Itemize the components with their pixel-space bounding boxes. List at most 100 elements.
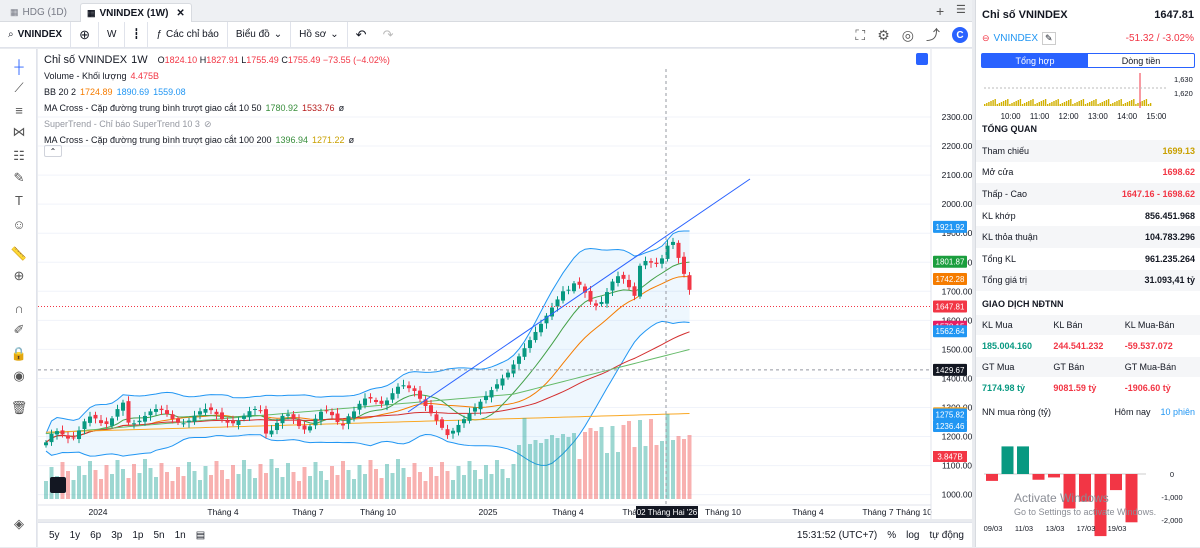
price-badge-label: 1801.87 bbox=[936, 258, 965, 267]
calendar-icon[interactable]: ▤ bbox=[191, 530, 210, 541]
menu-icon[interactable]: ☰ bbox=[956, 3, 966, 16]
volume-bar bbox=[171, 481, 175, 499]
candle-body bbox=[187, 421, 191, 423]
mini-vol-bar bbox=[1106, 100, 1107, 106]
text-icon[interactable]: T bbox=[9, 191, 29, 209]
volume-bar bbox=[572, 433, 576, 499]
mini-vol-bar bbox=[1076, 102, 1077, 106]
interval-button[interactable]: W bbox=[98, 22, 124, 48]
edit-icon[interactable]: ✎ bbox=[1042, 32, 1056, 45]
time-tick: Tháng 10 bbox=[896, 507, 932, 517]
volume-bar bbox=[638, 420, 642, 499]
range-3m[interactable]: 3p bbox=[106, 530, 127, 541]
foreign-head: KL Mua bbox=[982, 320, 1052, 330]
candle-type-button[interactable]: ┇ bbox=[124, 22, 147, 48]
magnet-icon[interactable]: ∩ bbox=[9, 299, 29, 317]
mini-vol-bar bbox=[1072, 104, 1073, 106]
redo-button[interactable]: ↷ bbox=[375, 22, 402, 48]
range-1y[interactable]: 1y bbox=[65, 530, 86, 541]
tab-cashflow[interactable]: Dòng tiền bbox=[1088, 54, 1194, 67]
camera-icon[interactable]: ◎ bbox=[902, 27, 914, 44]
price-badge-label: 1562.64 bbox=[936, 327, 965, 336]
chart-area[interactable]: 2300.002200.002100.002000.001900.001800.… bbox=[38, 49, 972, 519]
panel-symbol[interactable]: VNINDEX bbox=[994, 33, 1038, 44]
fib-icon[interactable]: ≡ bbox=[9, 101, 29, 119]
percent-toggle[interactable]: % bbox=[887, 530, 896, 541]
volume-bar bbox=[440, 462, 444, 499]
range-1d[interactable]: 1n bbox=[170, 530, 191, 541]
log-toggle[interactable]: log bbox=[906, 530, 919, 541]
share-icon[interactable]: ⤴ bbox=[926, 25, 940, 45]
candle-body bbox=[391, 393, 395, 399]
eye-icon[interactable]: ◉ bbox=[9, 367, 29, 385]
net-bar bbox=[1048, 474, 1060, 477]
emoji-icon[interactable]: ☺ bbox=[9, 215, 29, 233]
projection-icon[interactable]: ☷ bbox=[9, 147, 29, 165]
compare-button[interactable]: ⊕ bbox=[70, 22, 98, 48]
volume-bar bbox=[666, 414, 670, 499]
candle-body bbox=[176, 419, 180, 423]
crosshair-icon[interactable]: ┼ bbox=[9, 57, 29, 75]
volume-bar bbox=[127, 478, 131, 499]
zoom-icon[interactable]: ⊕ bbox=[9, 267, 29, 285]
overview-value: 1698.62 bbox=[1162, 167, 1195, 177]
brush-icon[interactable]: ✎ bbox=[9, 169, 29, 187]
mini-vol-bar bbox=[1058, 99, 1059, 106]
candle-body bbox=[512, 365, 516, 374]
plus-icon[interactable]: + bbox=[936, 3, 944, 19]
gear-icon[interactable]: ⚙ bbox=[877, 27, 890, 44]
collapse-legend-button[interactable]: ⌃ bbox=[44, 145, 62, 157]
profile-button[interactable]: Hồ sơ⌄ bbox=[290, 22, 347, 48]
volume-bar bbox=[671, 440, 675, 499]
foreign-head: KL Bán bbox=[1053, 320, 1123, 330]
mini-vol-bar bbox=[992, 100, 993, 106]
candle-body bbox=[154, 409, 158, 412]
volume-bar bbox=[226, 479, 230, 499]
pattern-icon[interactable]: ⋈ bbox=[9, 123, 29, 141]
eye-off-icon[interactable]: ⊘ bbox=[204, 116, 212, 132]
layers-icon[interactable]: ◈ bbox=[9, 515, 29, 533]
candle-body bbox=[655, 263, 659, 264]
clock-time[interactable]: 15:31:52 (UTC+7) bbox=[797, 530, 877, 541]
overview-value: 1647.16 - 1698.62 bbox=[1122, 189, 1195, 199]
mini-vol-bar bbox=[1074, 103, 1075, 106]
auto-toggle[interactable]: tự động bbox=[930, 530, 965, 541]
candle-body bbox=[149, 411, 153, 415]
tab-bar: ▦HDG (1D) ▦VNINDEX (1W)✕ + ☰ bbox=[0, 0, 972, 22]
fullscreen-icon[interactable]: ⛶ bbox=[855, 27, 865, 44]
lock-draw-icon[interactable]: ✐ bbox=[9, 321, 29, 339]
symbol-search[interactable]: ⌕VNINDEX bbox=[0, 22, 70, 48]
overview-value: 961.235.264 bbox=[1145, 254, 1195, 264]
mini-vol-bar bbox=[1028, 101, 1029, 106]
tab-summary[interactable]: Tổng hợp bbox=[982, 54, 1088, 67]
tab-hdg[interactable]: ▦HDG (1D) bbox=[4, 3, 73, 22]
ruler-icon[interactable]: 📏 bbox=[9, 245, 29, 263]
bb-fill bbox=[46, 231, 690, 465]
trendline-icon[interactable]: ⟋ bbox=[9, 79, 29, 97]
mini-vol-bar bbox=[1039, 102, 1040, 106]
candle-body bbox=[248, 411, 252, 417]
foreign-head: KL Mua-Bán bbox=[1125, 320, 1195, 330]
volume-bar bbox=[616, 452, 620, 499]
chart-type-button[interactable]: Biểu đồ⌄ bbox=[227, 22, 290, 48]
undo-button[interactable]: ↶ bbox=[347, 22, 375, 48]
net-today[interactable]: Hôm nay bbox=[1114, 407, 1150, 417]
range-5y[interactable]: 5y bbox=[44, 530, 65, 541]
lock-icon[interactable]: 🔒 bbox=[9, 345, 29, 363]
net-axis-label: -1,000 bbox=[1161, 493, 1182, 502]
bb-basis: 1724.89 bbox=[80, 84, 113, 100]
range-1m[interactable]: 1p bbox=[127, 530, 148, 541]
trash-icon[interactable]: 🗑 bbox=[9, 399, 29, 417]
mini-vol-bar bbox=[1001, 102, 1002, 106]
candle-body bbox=[105, 421, 109, 424]
close-icon[interactable]: ✕ bbox=[176, 8, 184, 19]
volume-bar bbox=[627, 421, 631, 499]
net-sessions[interactable]: 10 phiên bbox=[1160, 407, 1195, 417]
price-badge-label: 1647.81 bbox=[936, 302, 965, 311]
range-6m[interactable]: 6p bbox=[85, 530, 106, 541]
range-5d[interactable]: 5n bbox=[149, 530, 170, 541]
tab-vnindex[interactable]: ▦VNINDEX (1W)✕ bbox=[80, 3, 192, 22]
